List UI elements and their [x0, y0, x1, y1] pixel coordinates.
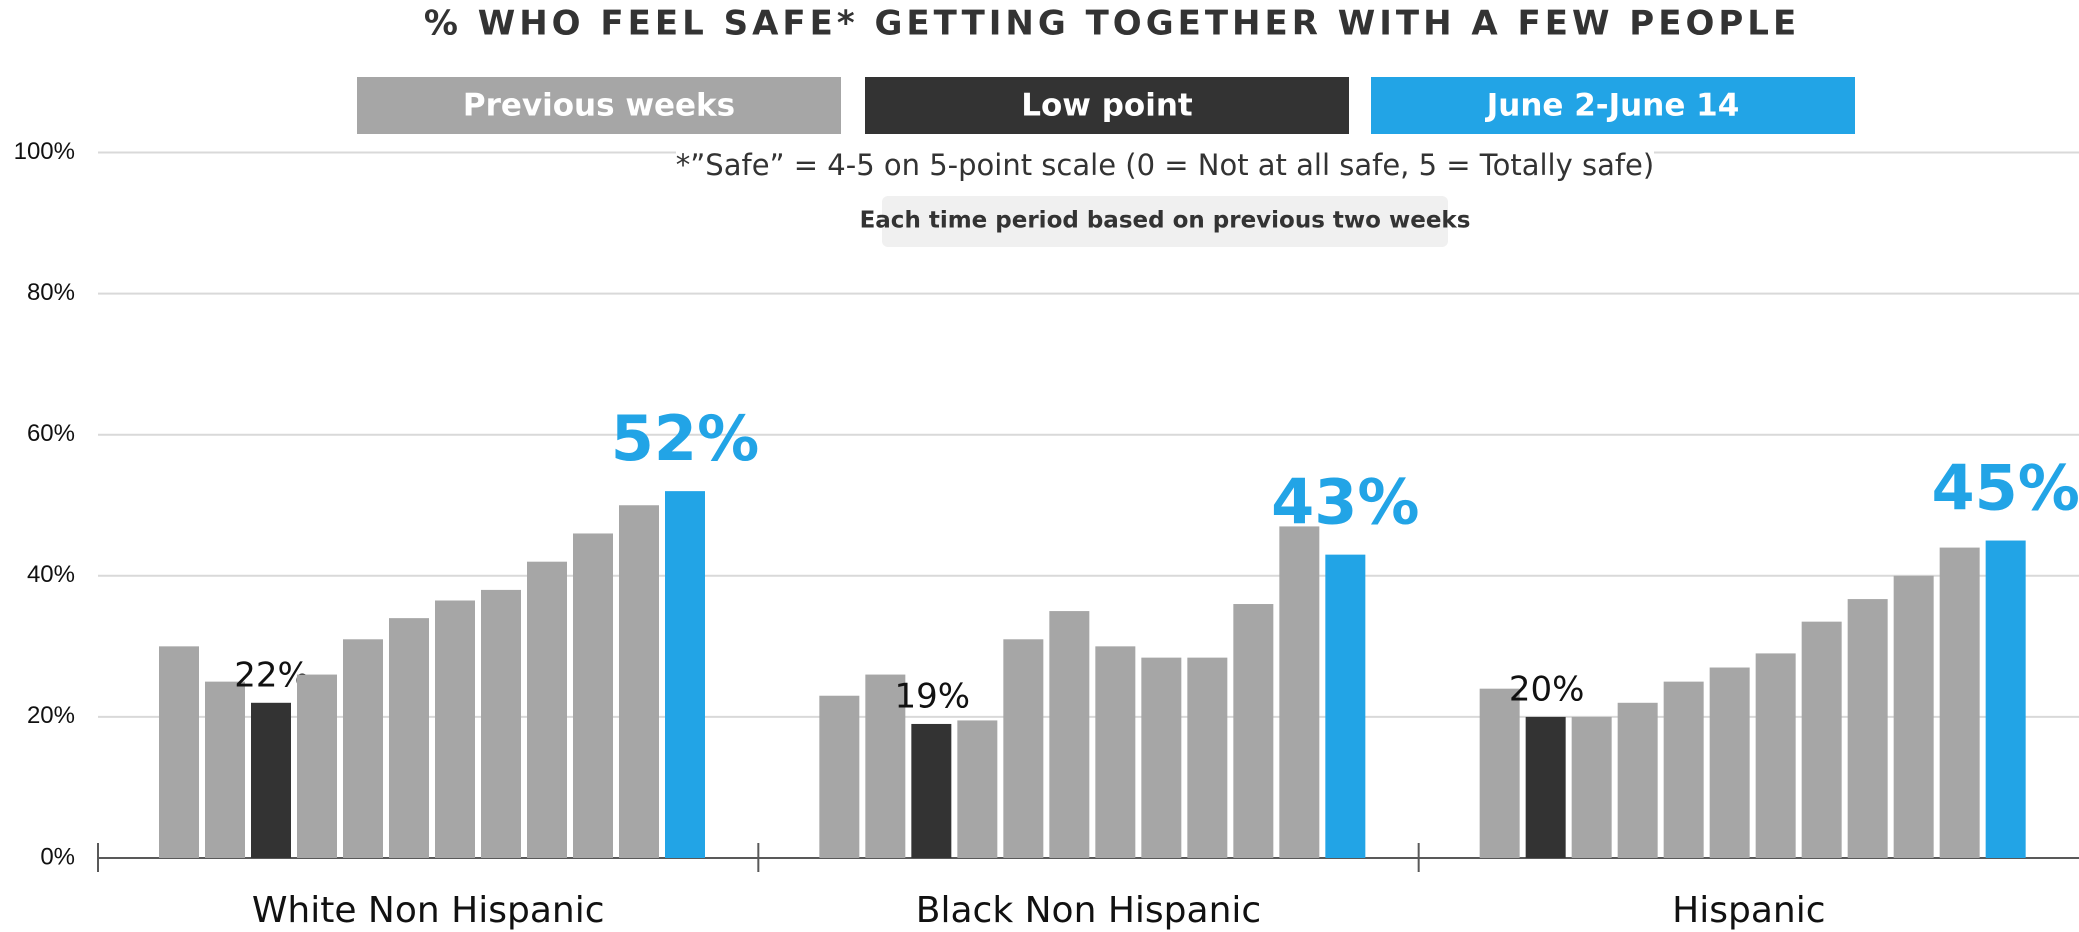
bar	[1095, 646, 1136, 858]
y-tick-label: 0%	[40, 843, 75, 870]
bar	[527, 561, 567, 858]
bar	[389, 618, 429, 858]
bar	[1233, 604, 1274, 858]
bar	[1663, 681, 1704, 858]
bar	[1755, 653, 1796, 858]
bar	[1801, 621, 1842, 858]
bar	[1847, 599, 1888, 858]
highlight-label: 52%	[611, 402, 759, 475]
value-label: 19%	[895, 676, 971, 716]
bar	[159, 646, 199, 858]
bar	[1003, 639, 1044, 858]
legend-swatch	[357, 77, 841, 134]
bar	[1141, 657, 1182, 858]
bar	[573, 533, 613, 858]
chart-title: % WHO FEEL SAFE* GETTING TOGETHER WITH A…	[424, 4, 1800, 44]
bar	[1479, 688, 1520, 858]
bar	[1939, 547, 1980, 858]
highlight-label: 45%	[1931, 452, 2079, 525]
bar	[619, 505, 659, 858]
bar	[251, 702, 291, 858]
legend-label: June 2-June 14	[1485, 88, 1740, 124]
y-tick-label: 60%	[27, 420, 75, 447]
bar	[343, 639, 383, 858]
bar	[481, 589, 521, 858]
bar	[1571, 716, 1612, 858]
note: *”Safe” = 4-5 on 5-point scale (0 = Not …	[676, 148, 1654, 182]
bar	[1187, 657, 1228, 858]
bar	[435, 600, 475, 858]
bar	[1617, 702, 1658, 858]
bar	[819, 695, 860, 858]
y-tick-label: 20%	[27, 702, 75, 729]
legend-label: Low point	[1021, 88, 1193, 124]
bar	[205, 681, 245, 858]
bar	[865, 674, 906, 858]
subnote: Each time period based on previous two w…	[860, 208, 1471, 234]
bar	[1525, 716, 1566, 858]
bar	[1985, 540, 2026, 858]
bar	[665, 491, 705, 858]
highlight-label: 43%	[1271, 466, 1419, 539]
legend-swatch	[865, 77, 1349, 134]
bar	[1893, 575, 1934, 858]
x-tick-label: White Non Hispanic	[252, 890, 605, 931]
x-tick-label: Black Non Hispanic	[916, 890, 1261, 931]
y-tick-label: 40%	[27, 561, 75, 588]
bar	[911, 723, 952, 858]
legend-label: Previous weeks	[463, 88, 735, 124]
note-background	[676, 145, 1654, 189]
bar	[1325, 554, 1366, 858]
bar	[1049, 611, 1090, 858]
bar	[1709, 667, 1750, 858]
y-tick-label: 100%	[14, 138, 75, 165]
y-tick-label: 80%	[27, 279, 75, 306]
bar	[1279, 526, 1320, 858]
subnote-background	[882, 196, 1448, 247]
x-tick-label: Hispanic	[1672, 890, 1825, 931]
value-label: 20%	[1509, 669, 1585, 709]
bar	[957, 720, 998, 858]
bar	[297, 674, 337, 858]
legend-swatch	[1371, 77, 1855, 134]
